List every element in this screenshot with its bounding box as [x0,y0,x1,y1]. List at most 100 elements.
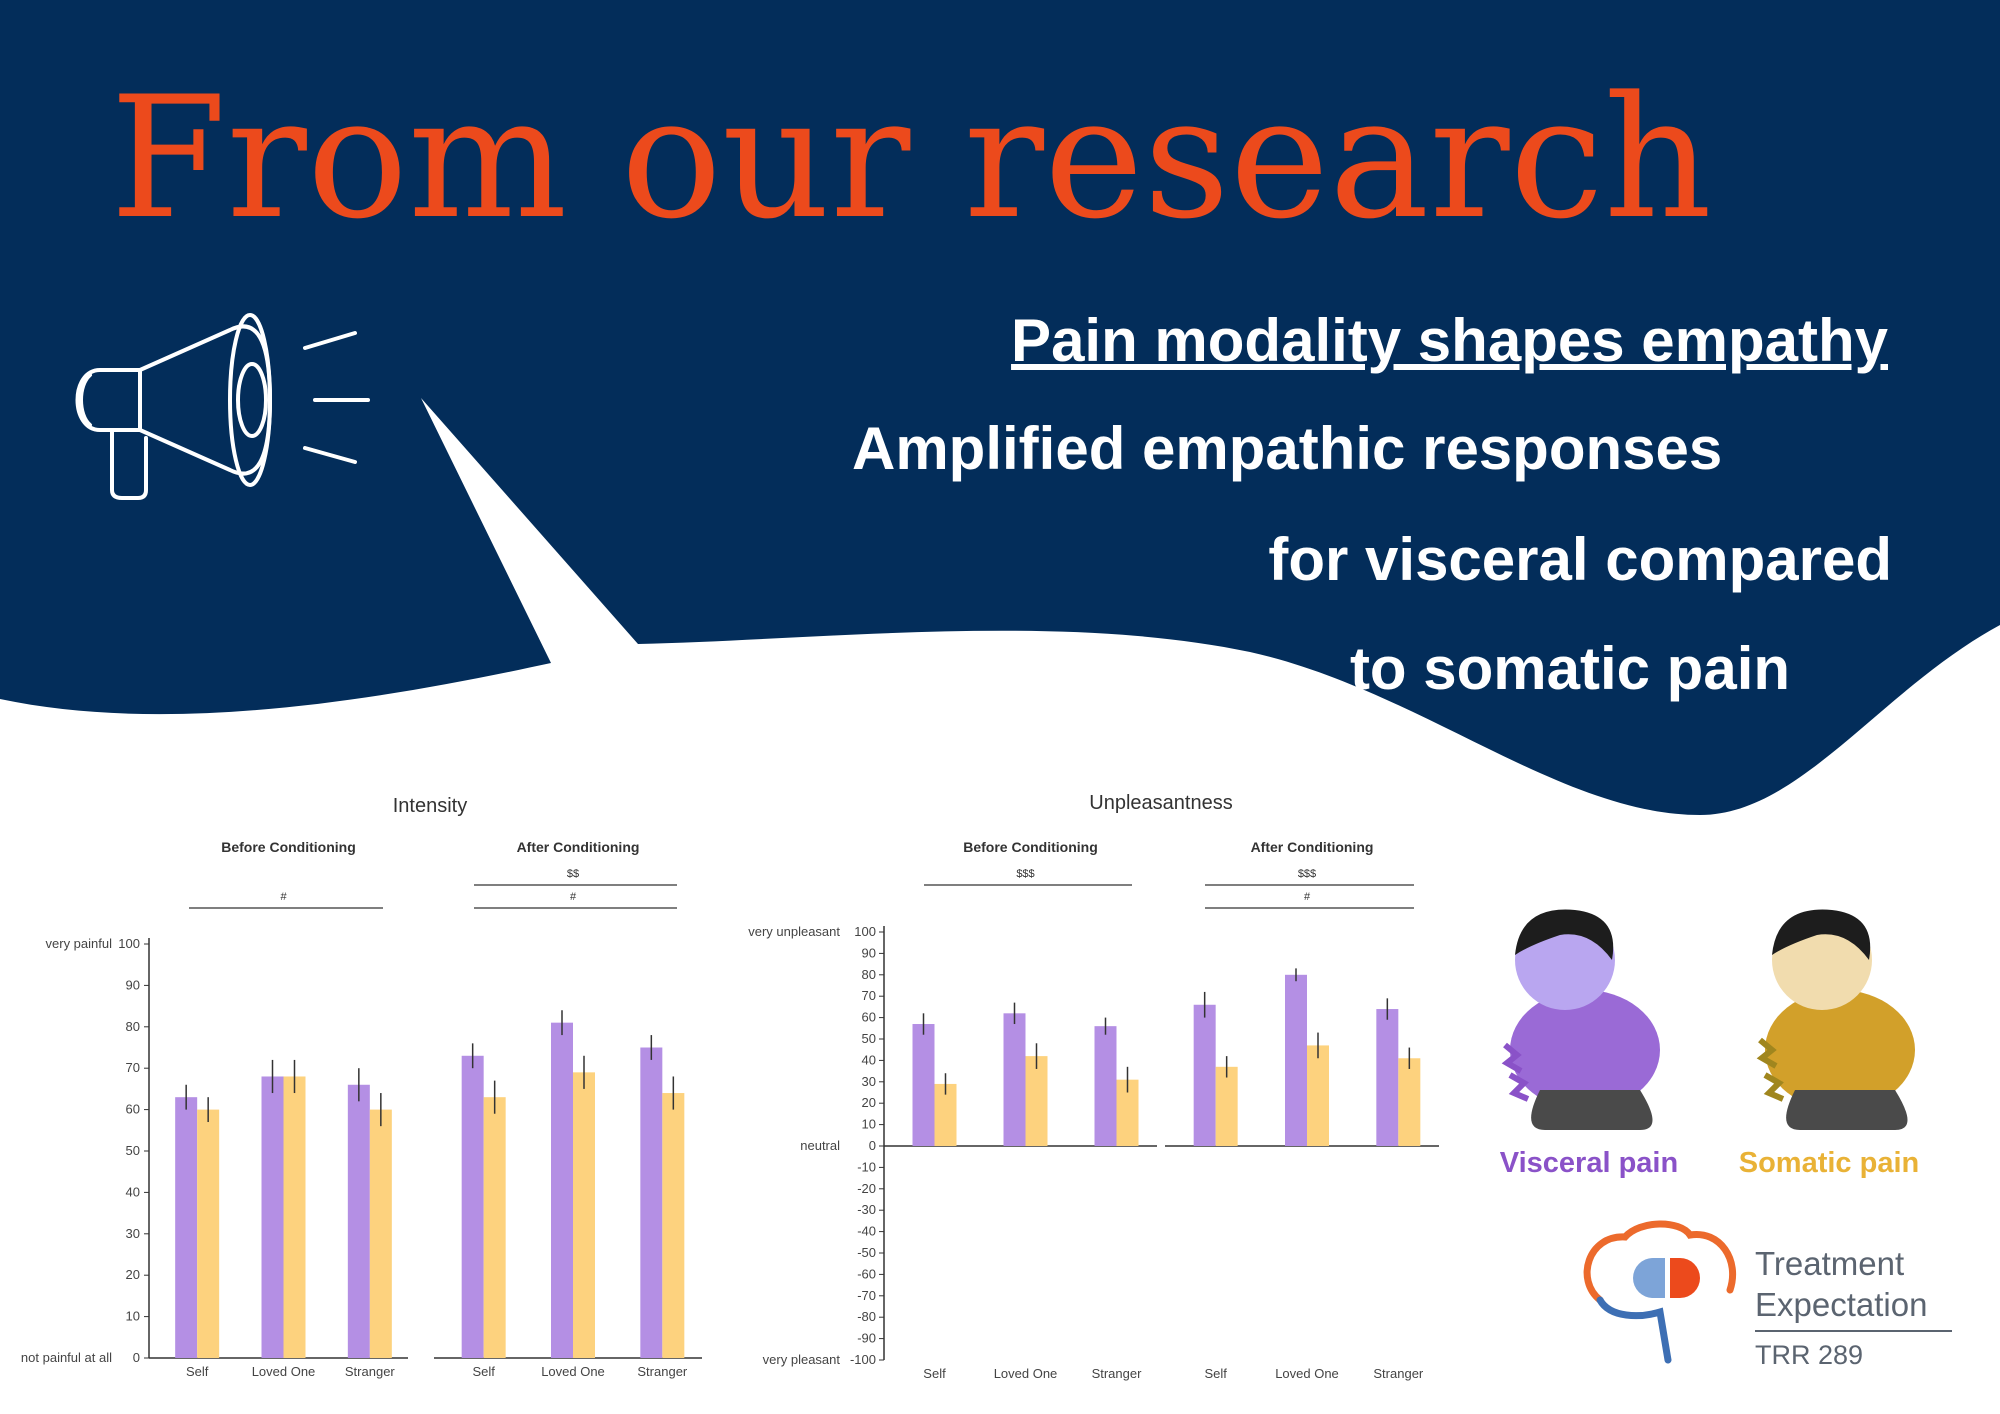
x-tick-label: Stranger [637,1364,688,1379]
x-tick-label: Self [1204,1366,1227,1381]
megaphone-icon [75,313,370,500]
y-tick-label: 10 [862,1117,876,1132]
x-tick-label: Self [472,1364,495,1379]
y-tick-label: 50 [126,1143,140,1158]
bar [369,1109,392,1358]
y-tick-label: -50 [857,1245,876,1260]
y-tick-label: -30 [857,1202,876,1217]
x-tick-label: Stranger [1092,1366,1143,1381]
panel-title: After Conditioning [1251,839,1374,855]
y-tick-label: 30 [862,1074,876,1089]
visceral-figure [1501,909,1660,1130]
chart-title: Unpleasantness [1089,792,1232,814]
y-tick-label: 100 [118,936,140,951]
y-tick-label: 20 [862,1095,876,1110]
y-tick-label: -70 [857,1288,876,1303]
y-tick-label: 40 [126,1184,140,1199]
significance-label: $$ [567,868,579,880]
title: From our research [110,60,1712,256]
significance-label: # [570,891,577,903]
y-tick-label: 80 [862,967,876,982]
y-anchor-label: very painful [46,936,113,951]
bar [1025,1056,1048,1146]
y-tick-label: 30 [126,1226,140,1241]
bar [1398,1058,1421,1146]
y-tick-label: 100 [854,924,876,939]
panel-title: Before Conditioning [221,839,356,855]
y-tick-label: 0 [133,1350,140,1365]
y-tick-label: 80 [126,1019,140,1034]
headline-block: Pain modality shapes empathy Amplified e… [852,307,1892,702]
y-tick-label: -40 [857,1224,876,1239]
y-tick-label: 40 [862,1052,876,1067]
bar [1285,974,1307,1146]
bar [640,1047,663,1358]
x-tick-label: Self [186,1364,209,1379]
bar [1003,1013,1026,1146]
body-line: for visceral compared [1268,526,1892,593]
y-tick-label: 90 [126,977,140,992]
x-tick-label: Loved One [1275,1366,1339,1381]
chart-title: Intensity [393,795,467,817]
panel-title: Before Conditioning [963,839,1098,855]
bar [197,1109,220,1358]
x-tick-label: Stranger [1373,1366,1424,1381]
bar [347,1084,370,1358]
bar [934,1083,957,1146]
significance-label: # [1304,891,1311,903]
headline: Pain modality shapes empathy [1011,307,1889,374]
x-tick-label: Loved One [541,1364,605,1379]
bar [283,1076,306,1358]
y-tick-label: -100 [850,1352,876,1367]
body-line: Amplified empathic responses [852,415,1722,482]
y-anchor-label: very pleasant [763,1352,841,1367]
y-tick-label: -60 [857,1266,876,1281]
bar [662,1093,685,1358]
y-tick-label: 60 [126,1102,140,1117]
header-wave [0,0,2000,815]
bar [1116,1079,1139,1146]
y-anchor-label: not painful at all [21,1350,112,1365]
legend-label: Visceral pain [1500,1147,1678,1179]
bar [261,1076,284,1358]
significance-label: # [280,891,287,903]
y-tick-label: 0 [869,1138,876,1153]
panel-title: After Conditioning [517,839,640,855]
bar [1193,1004,1216,1146]
logo-text: Treatment [1755,1245,1904,1282]
bar [551,1022,573,1358]
y-tick-label: 70 [862,988,876,1003]
y-tick-label: -90 [857,1331,876,1346]
bar [912,1024,935,1146]
y-tick-label: 10 [126,1309,140,1324]
y-anchor-label: neutral [800,1138,840,1153]
x-tick-label: Self [923,1366,946,1381]
bar [1376,1009,1399,1146]
bar [461,1055,484,1358]
legend-label: Somatic pain [1739,1147,1920,1179]
significance-label: $$$ [1298,868,1316,880]
y-tick-label: 50 [862,1031,876,1046]
x-tick-label: Stranger [345,1364,396,1379]
y-tick-label: 20 [126,1267,140,1282]
logo-icon [1583,1220,1737,1364]
somatic-figure [1756,909,1915,1130]
logo-text: TRR 289 [1755,1340,1863,1370]
y-tick-label: 70 [126,1060,140,1075]
y-anchor-label: very unpleasant [748,924,840,939]
y-tick-label: -20 [857,1181,876,1196]
y-tick-label: -80 [857,1309,876,1324]
bar [573,1072,595,1358]
x-tick-label: Loved One [252,1364,316,1379]
y-tick-label: 60 [862,1010,876,1025]
bar [1215,1066,1238,1146]
body-line: to somatic pain [1350,635,1790,702]
bar [483,1097,506,1358]
bar [1307,1045,1329,1146]
x-tick-label: Loved One [994,1366,1058,1381]
significance-label: $$$ [1016,868,1034,880]
logo-text: Expectation [1755,1286,1927,1323]
bar [175,1097,198,1358]
y-tick-label: -10 [857,1159,876,1174]
